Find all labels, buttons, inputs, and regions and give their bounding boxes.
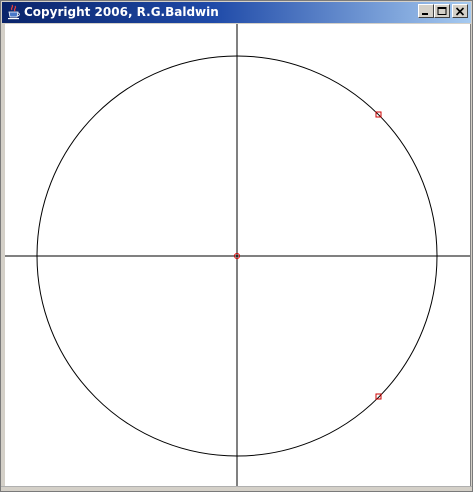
drawing-canvas-area[interactable] (5, 24, 471, 488)
minimize-icon (422, 13, 428, 15)
window-bottom-border (1, 486, 472, 491)
lower-marker[interactable] (375, 393, 382, 400)
upper-marker[interactable] (375, 111, 382, 118)
minimize-button[interactable] (418, 4, 434, 18)
java-cup-icon[interactable] (6, 4, 21, 20)
window-title: Copyright 2006, R.G.Baldwin (24, 5, 219, 19)
drawing-canvas[interactable] (5, 24, 470, 488)
maximize-button[interactable] (434, 4, 450, 18)
circle (36, 55, 438, 457)
maximize-icon (437, 7, 447, 15)
center-point[interactable] (234, 253, 240, 259)
window-controls (418, 4, 468, 18)
title-bar[interactable]: Copyright 2006, R.G.Baldwin (2, 2, 471, 23)
close-button[interactable] (452, 4, 468, 18)
center-dot (236, 255, 238, 257)
close-icon (455, 7, 465, 16)
